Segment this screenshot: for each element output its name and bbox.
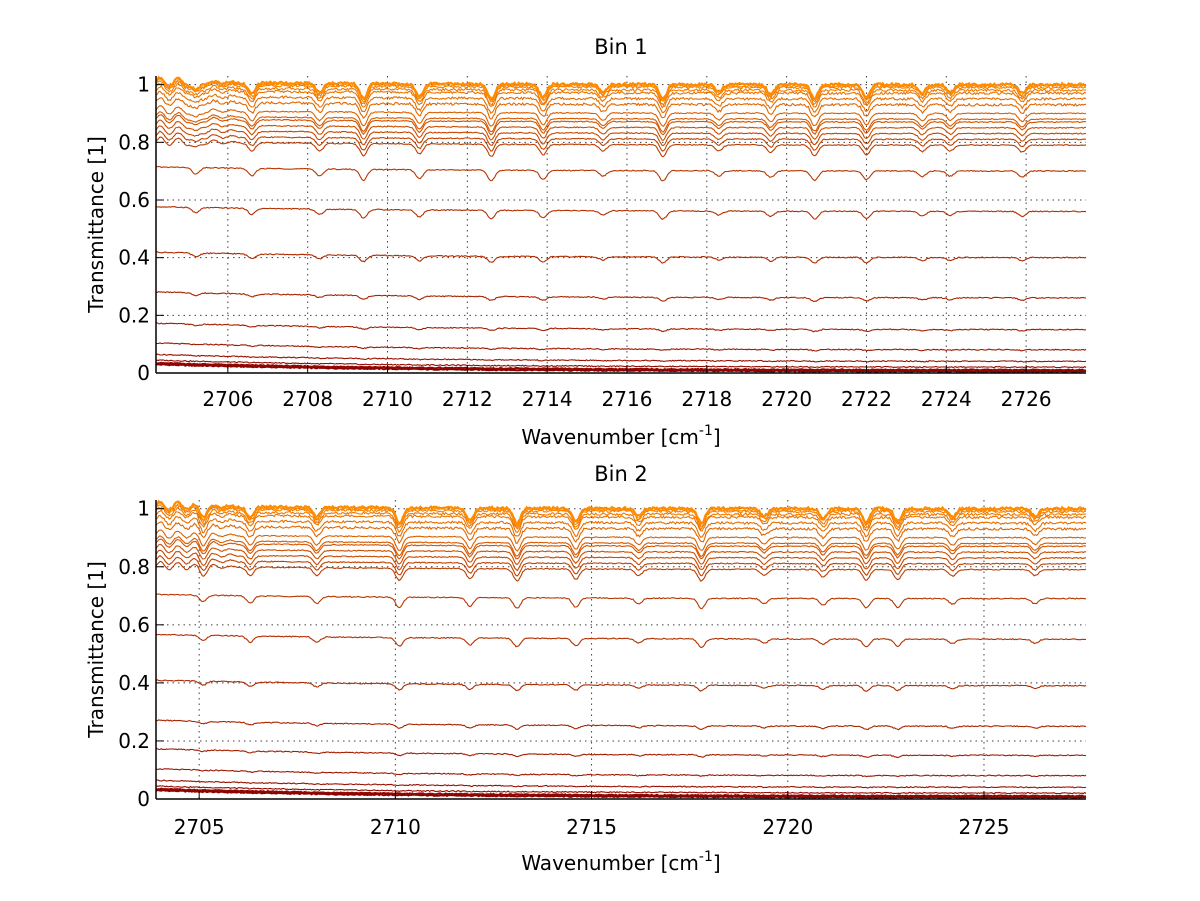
x-axis-label-main: Wavenumber [cm <box>521 851 699 875</box>
x-axis-label-end: ] <box>713 425 721 449</box>
series-line-20 <box>155 508 1087 534</box>
x-tick-label: 2705 <box>174 815 225 839</box>
x-tick-label: 2724 <box>921 387 972 411</box>
series-line-19 <box>155 90 1087 114</box>
chart-panel-2: 2705 2710 2715 2720 2725 0 0.2 0.4 0.6 0.8 1 Bin 2 W… <box>84 462 1087 875</box>
y-tick-label: 0.2 <box>118 303 150 327</box>
chart-panel-1: 2706 2708 2710 2712 2714 2716 2718 2720 2722 2724… <box>84 35 1087 449</box>
series-line-10 <box>156 593 1087 610</box>
y-tick-label: 0.6 <box>118 613 150 637</box>
y-tick-label: 0.4 <box>118 671 150 695</box>
y-tick-label: 0.4 <box>118 246 150 270</box>
series-line-15 <box>155 114 1087 136</box>
y-axis-label: Transmittance [1] <box>84 136 108 314</box>
x-axis-label-main: Wavenumber [cm <box>521 425 699 449</box>
x-tick-label: 2718 <box>681 387 732 411</box>
series-line-16 <box>155 111 1087 133</box>
x-tick-label: 2725 <box>959 815 1010 839</box>
series-line-3 <box>155 785 1087 795</box>
x-tick-label: 2708 <box>282 387 333 411</box>
x-tick-label: 2726 <box>1001 387 1052 411</box>
x-axis-label-end: ] <box>713 851 721 875</box>
series-line-17 <box>155 529 1087 552</box>
series-line-7 <box>155 291 1087 303</box>
series-line-6 <box>155 322 1086 333</box>
series-line-21 <box>155 82 1087 106</box>
chart-title: Bin 2 <box>594 462 648 486</box>
y-axis-label: Transmittance [1] <box>84 561 108 739</box>
x-tick-label: 2710 <box>362 387 413 411</box>
series-line-7 <box>156 719 1087 731</box>
y-tick-label: 0 <box>137 361 150 385</box>
series-line-6 <box>155 747 1087 759</box>
series-line-16 <box>155 535 1087 557</box>
x-tick-label: 2720 <box>761 387 812 411</box>
series-line-24 <box>155 75 1087 103</box>
x-axis-label-superscript: -1 <box>699 423 713 439</box>
y-tick-label: 0.8 <box>118 555 150 579</box>
series-line-13 <box>155 125 1087 147</box>
series-line-12 <box>155 554 1087 577</box>
x-axis-label: Wavenumber [cm-1] <box>521 423 720 449</box>
x-tick-label: 2714 <box>522 387 573 411</box>
series-line-2 <box>156 361 1087 372</box>
series-line-12 <box>155 130 1087 152</box>
series-line-14 <box>155 119 1087 141</box>
series-line-9 <box>155 633 1087 648</box>
series-line-11 <box>155 136 1087 158</box>
y-tick-label: 0.8 <box>118 130 150 154</box>
series-line-22 <box>155 79 1087 103</box>
series-line-5 <box>156 342 1087 352</box>
y-tick-label: 1 <box>137 497 150 521</box>
series-line-9 <box>155 205 1087 221</box>
series-line-5 <box>156 768 1087 778</box>
series-line-10 <box>156 165 1087 182</box>
series-line-15 <box>155 538 1087 560</box>
series-line-8 <box>155 251 1087 264</box>
series-line-22 <box>155 503 1087 528</box>
series-line-13 <box>155 549 1086 572</box>
series-line-4 <box>155 353 1087 363</box>
x-tick-label: 2706 <box>202 387 253 411</box>
x-tick-label: 2715 <box>566 815 617 839</box>
series-line-2 <box>156 787 1087 798</box>
series-line-18 <box>155 97 1087 120</box>
series-line-17 <box>155 105 1087 128</box>
series-line-18 <box>155 521 1087 545</box>
y-tick-label: 0.2 <box>118 729 150 753</box>
y-tick-label: 1 <box>137 73 150 97</box>
x-tick-label: 2720 <box>762 815 813 839</box>
x-tick-label: 2716 <box>602 387 653 411</box>
x-axis-label: Wavenumber [cm-1] <box>521 849 720 875</box>
series-line-24 <box>155 499 1087 527</box>
series-line-4 <box>155 779 1087 789</box>
x-tick-label: 2712 <box>442 387 493 411</box>
x-tick-label: 2710 <box>370 815 421 839</box>
series-line-8 <box>155 679 1087 692</box>
x-axis-label-superscript: -1 <box>699 849 713 865</box>
series-line-3 <box>155 359 1087 369</box>
series-line-11 <box>155 560 1087 582</box>
series-line-20 <box>155 84 1087 109</box>
chart-title: Bin 1 <box>594 35 648 59</box>
y-tick-label: 0.6 <box>118 188 150 212</box>
x-tick-label: 2722 <box>841 387 892 411</box>
y-tick-label: 0 <box>137 787 150 811</box>
series-line-14 <box>155 543 1087 565</box>
series-line-21 <box>155 506 1087 531</box>
series-line-19 <box>155 514 1087 538</box>
